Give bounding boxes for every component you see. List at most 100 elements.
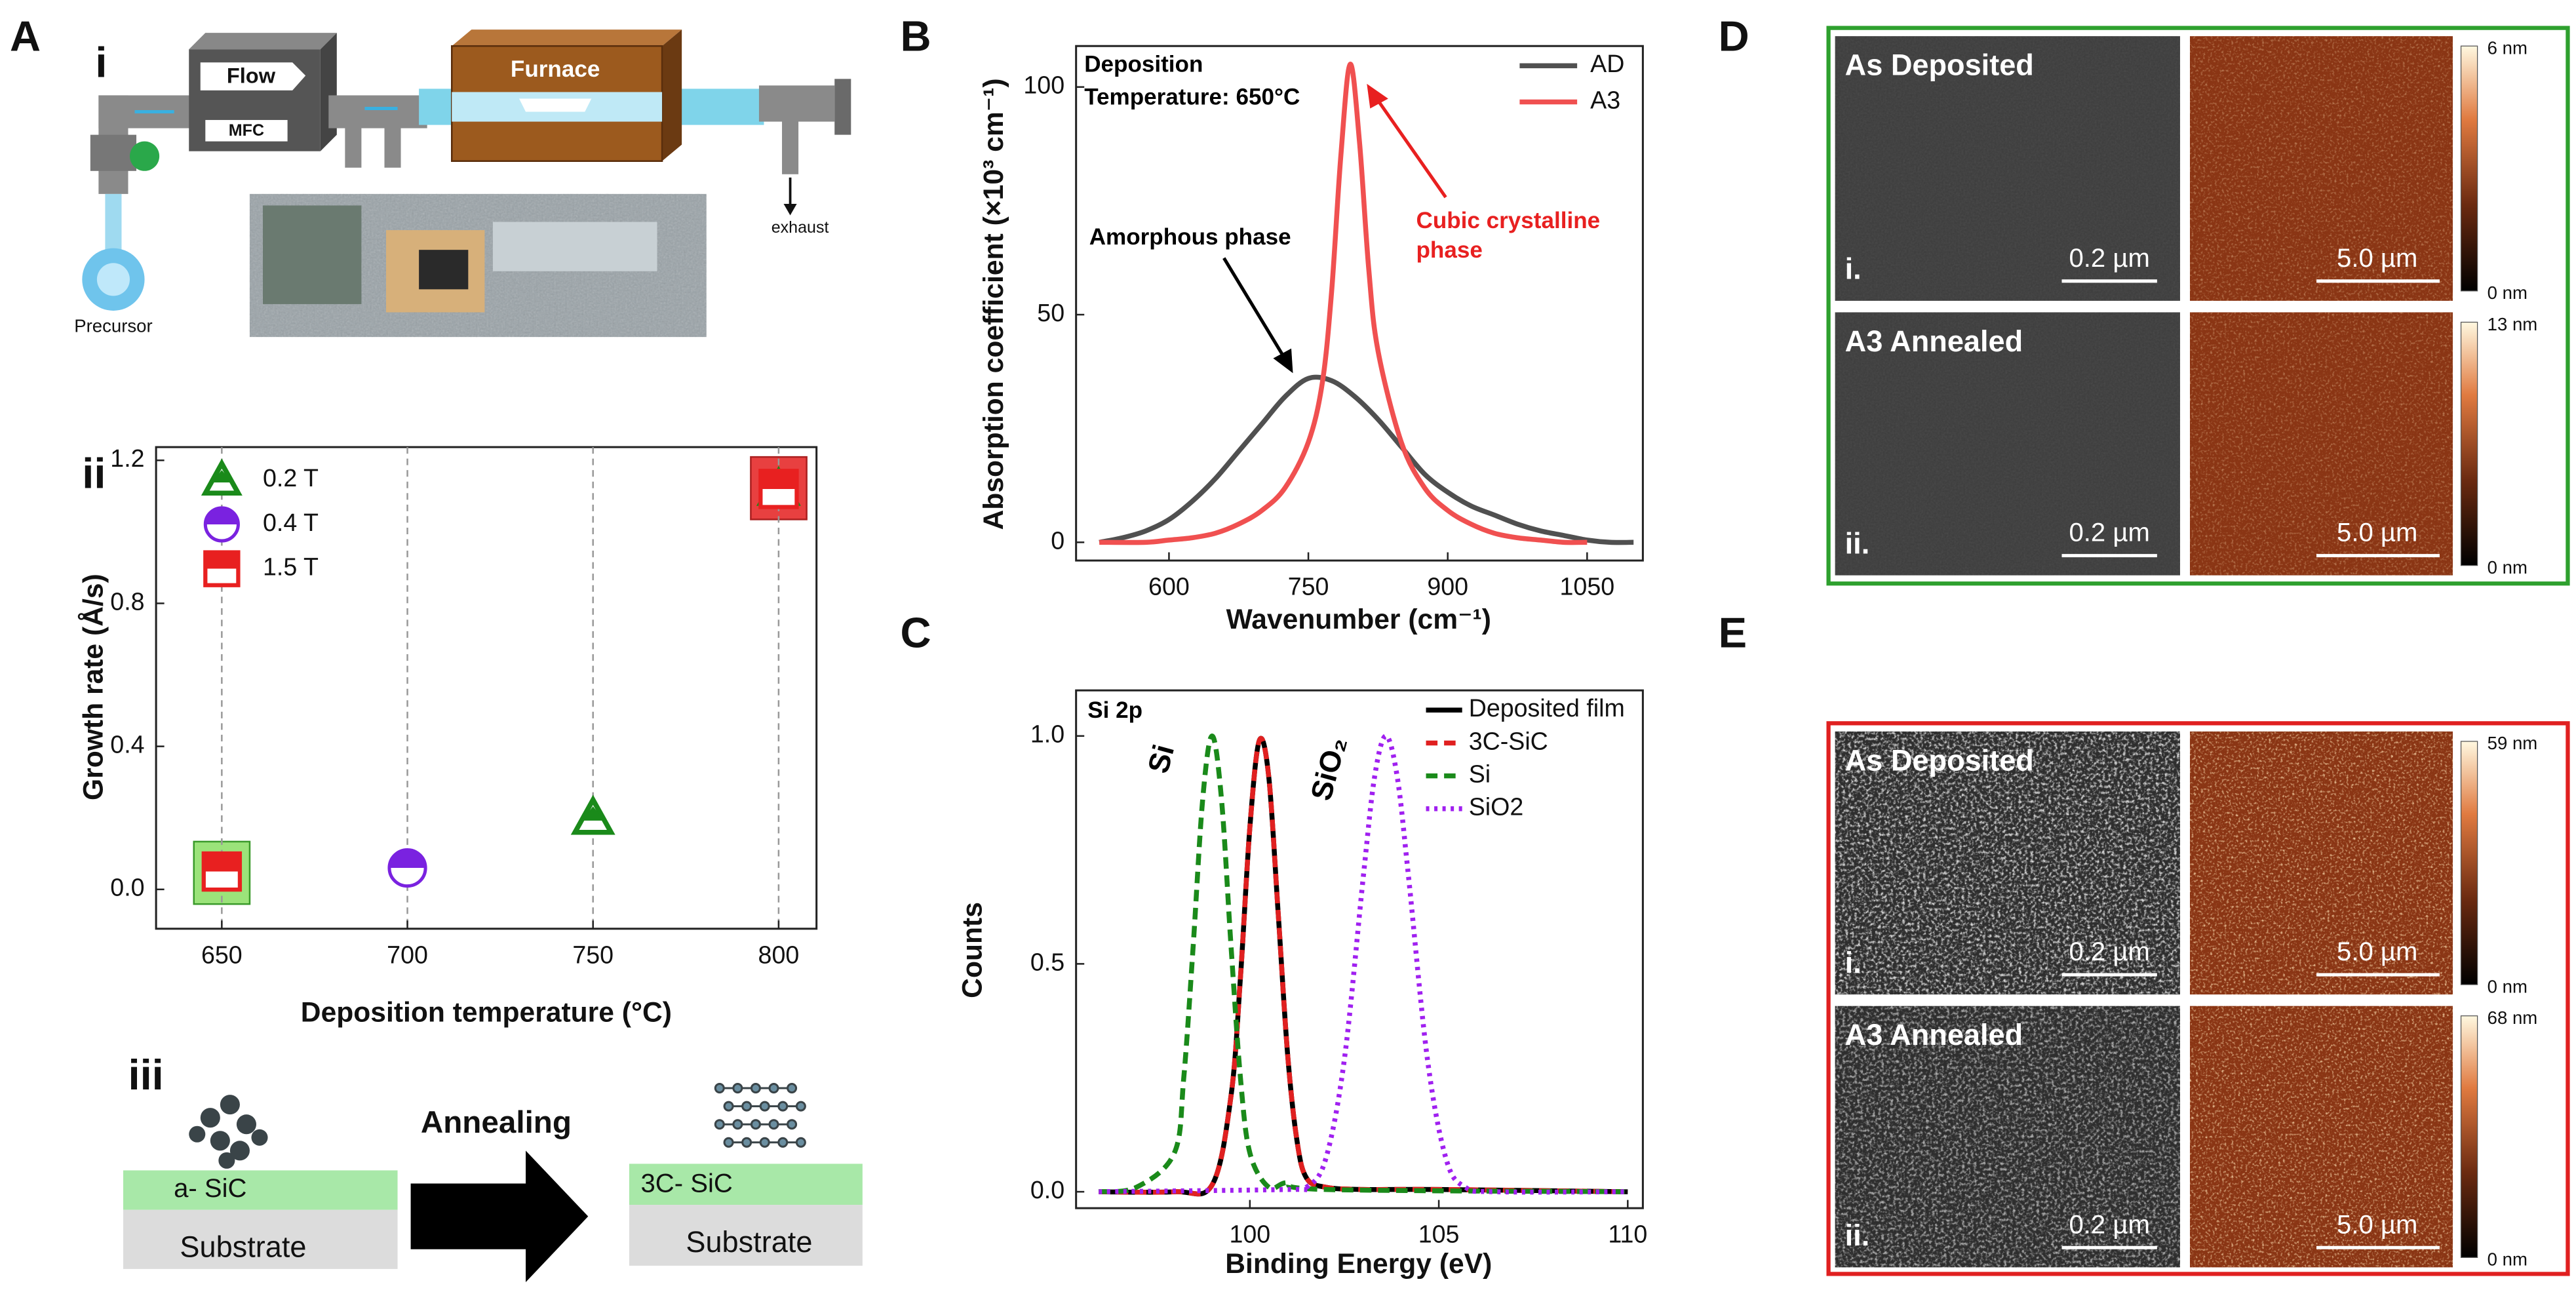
- marker: [570, 794, 615, 835]
- y-tick-label: 0.8: [110, 587, 144, 615]
- panel-label: C: [900, 609, 931, 657]
- atom: [750, 1083, 761, 1094]
- panel-label: A: [10, 12, 41, 60]
- atom: [750, 1119, 761, 1130]
- atom: [795, 1101, 806, 1112]
- scale-label: 0.2 µm: [2069, 244, 2149, 273]
- legend-label: 1.5 T: [263, 553, 319, 581]
- marker: [203, 550, 241, 587]
- x-tick-label: 105: [1418, 1221, 1460, 1248]
- series-line: [1099, 374, 1634, 545]
- image-title: A3 Annealed: [1845, 1018, 2023, 1051]
- atom: [723, 1137, 734, 1148]
- atom: [714, 1083, 725, 1094]
- x-axis-label: Deposition temperature (°C): [301, 996, 672, 1028]
- series-line: [1099, 733, 1628, 1195]
- colorbar: [2460, 741, 2478, 985]
- series-line: [1098, 733, 1628, 1194]
- annotation-arrow: [1375, 98, 1447, 199]
- y-tick-label: 0.4: [110, 731, 144, 758]
- plot-frame: [1075, 689, 1644, 1209]
- y-tick-label: 1.2: [110, 444, 144, 472]
- y-axis-label: Growth rate (Å/s): [78, 574, 109, 800]
- y-tick-label: 0: [1051, 526, 1064, 554]
- layer-label: 3C- SiC: [640, 1169, 732, 1198]
- legend-label: Deposited film: [1469, 694, 1625, 722]
- panel-border: [1826, 721, 2570, 1276]
- atom: [723, 1101, 734, 1112]
- atom: [741, 1101, 752, 1112]
- image-index: i.: [1845, 252, 1862, 286]
- marker: [758, 469, 799, 509]
- image-index: ii.: [1845, 526, 1870, 560]
- series-line: [1099, 62, 1588, 545]
- image-index: i.: [1845, 946, 1862, 979]
- setup-schematic: Precursor Flow MFC Furnace exhaust: [74, 29, 851, 338]
- arrow-head: [1367, 83, 1388, 109]
- atom: [759, 1137, 770, 1148]
- marker: [201, 458, 243, 496]
- colorbar-min: 0 nm: [2488, 283, 2527, 303]
- square: [201, 851, 243, 892]
- colorbar-max: 6 nm: [2488, 38, 2527, 58]
- image-title: As Deposited: [1845, 49, 2034, 82]
- annotation: Cubic crystalline: [1416, 208, 1600, 233]
- y-axis-label: Absorption coefficient (×10³ cm⁻¹): [978, 78, 1009, 530]
- atom: [759, 1101, 770, 1112]
- y-tick-label: 0.0: [1030, 1176, 1064, 1204]
- atom: [777, 1137, 789, 1148]
- annotation: Temperature: 650°C: [1084, 85, 1300, 110]
- schematic-label: MFC: [229, 121, 264, 140]
- sem-texture: [1835, 36, 2180, 301]
- colorbar-max: 13 nm: [2488, 314, 2538, 334]
- afm-texture: [2190, 1006, 2453, 1268]
- circle: [387, 848, 427, 888]
- atom: [768, 1083, 779, 1094]
- atom: [768, 1119, 779, 1130]
- x-tick-label: 750: [572, 941, 614, 968]
- square: [203, 550, 241, 587]
- sem-texture: [1835, 1006, 2180, 1268]
- atom: [714, 1119, 725, 1130]
- annotation: Deposition: [1084, 52, 1203, 77]
- scale-label: 0.2 µm: [2069, 937, 2149, 966]
- annotation: Si 2p: [1087, 697, 1142, 723]
- panel-border: [1826, 26, 2570, 586]
- y-tick-label: 100: [1023, 71, 1064, 99]
- atom: [787, 1119, 798, 1130]
- afm-texture: [2190, 312, 2453, 576]
- atom: [787, 1083, 798, 1094]
- scale-label: 5.0 µm: [2337, 937, 2417, 966]
- colorbar-max: 68 nm: [2488, 1008, 2538, 1028]
- y-tick-label: 1.0: [1030, 720, 1064, 748]
- schematic-label: Precursor: [74, 315, 152, 336]
- legend-label: 0.2 T: [263, 464, 319, 492]
- square: [758, 469, 799, 509]
- marker: [201, 851, 243, 892]
- plot-frame: [1075, 45, 1644, 562]
- image-title: As Deposited: [1845, 743, 2034, 777]
- sem-texture: [1835, 731, 2180, 995]
- x-tick-label: 900: [1427, 573, 1468, 600]
- colorbar: [2460, 45, 2478, 292]
- colorbar-min: 0 nm: [2488, 1249, 2527, 1270]
- x-tick-label: 110: [1608, 1221, 1647, 1248]
- circle: [203, 506, 240, 543]
- layer-label: a- SiC: [174, 1174, 246, 1203]
- colorbar-min: 0 nm: [2488, 557, 2527, 577]
- annotation-arrow: [1222, 257, 1287, 359]
- x-tick-label: 600: [1148, 573, 1190, 600]
- panel-label: iii: [128, 1051, 163, 1099]
- legend-label: 0.4 T: [263, 509, 319, 536]
- y-tick-label: 0.5: [1030, 948, 1064, 975]
- colorbar: [2460, 321, 2478, 566]
- legend-label: SiO2: [1469, 793, 1524, 821]
- x-tick-label: 750: [1288, 573, 1329, 600]
- panel-label: B: [900, 12, 931, 60]
- annotation: phase: [1416, 237, 1482, 263]
- atom: [741, 1137, 752, 1148]
- legend-label: Si: [1469, 760, 1491, 788]
- scale-label: 5.0 µm: [2337, 244, 2417, 273]
- scale-label: 5.0 µm: [2337, 1210, 2417, 1239]
